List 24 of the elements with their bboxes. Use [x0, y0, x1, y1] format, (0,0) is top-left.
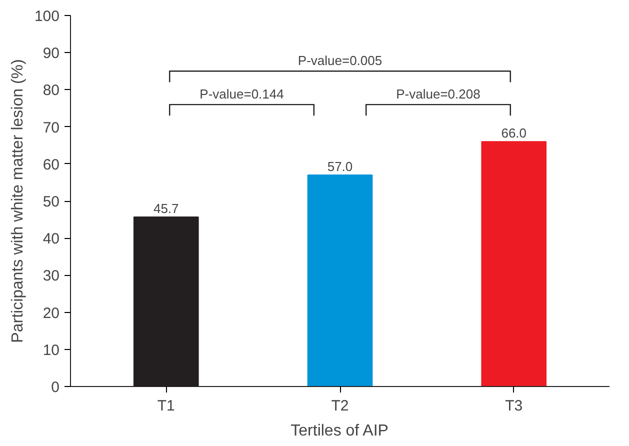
y-tick-label: 40: [42, 230, 60, 248]
annotation: P-value=0.005: [298, 53, 382, 68]
y-tick-label: 0: [51, 379, 60, 396]
y-tick-label: 10: [42, 342, 60, 359]
y-tick-label: 20: [42, 304, 60, 322]
data-label: 45.7: [153, 200, 179, 216]
y-tick-label: 90: [42, 45, 60, 62]
y-axis-title: Participants with white matter lesion (%): [9, 59, 26, 343]
data-label: 66.0: [501, 126, 527, 141]
x-tick-label: T2: [331, 398, 349, 414]
annotation: P-value=0.208: [396, 86, 480, 102]
y-tick-label: 100: [34, 8, 60, 25]
data-label: 57.0: [327, 159, 353, 174]
bar: [481, 141, 547, 386]
y-tick-label: 80: [42, 82, 60, 100]
annotation: P-value=0.144: [200, 86, 284, 102]
y-tick-label: 70: [42, 119, 60, 136]
bar: [307, 174, 373, 386]
x-tick-label: T3: [505, 398, 523, 414]
y-tick-label: 60: [42, 156, 60, 174]
y-tick-label: 50: [42, 194, 60, 210]
y-tick-label: 30: [42, 268, 60, 285]
x-tick-label: T1: [157, 398, 175, 414]
x-axis-title: Tertiles of AIP: [290, 422, 388, 440]
